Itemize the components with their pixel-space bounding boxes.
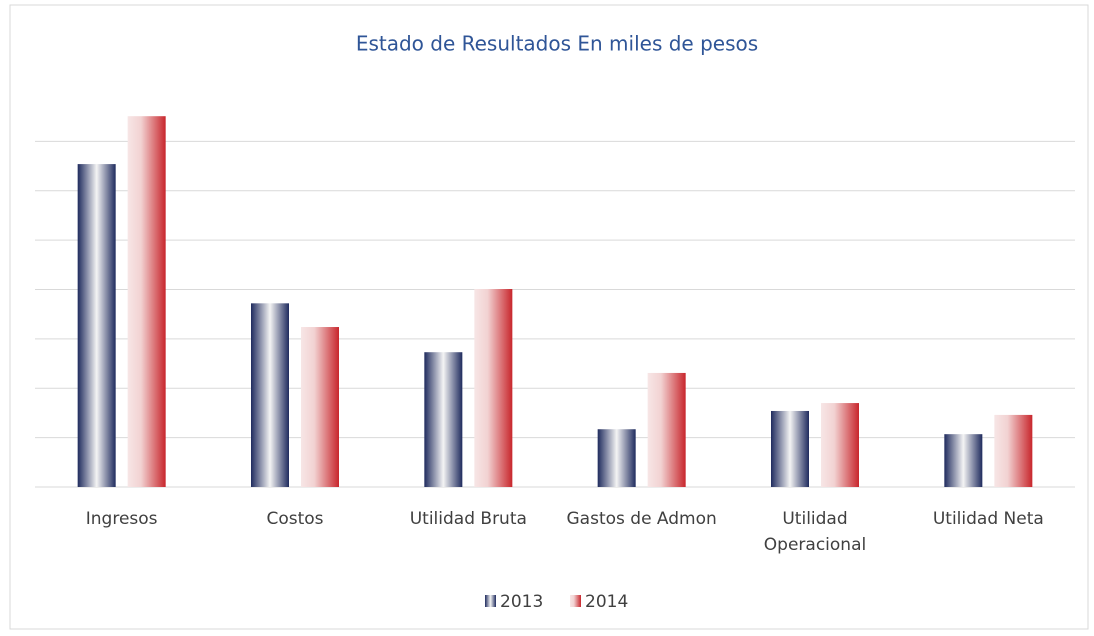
bar — [424, 352, 463, 487]
x-tick-label: Utilidad Bruta — [409, 509, 527, 529]
bar — [301, 327, 339, 487]
x-tick-label: Costos — [266, 509, 324, 529]
bar — [944, 434, 983, 487]
bar — [597, 429, 636, 487]
legend-swatch — [570, 595, 581, 607]
bar — [821, 403, 859, 487]
bar — [77, 164, 116, 487]
x-tick-label: Utilidad Neta — [932, 509, 1044, 529]
bar — [994, 414, 1033, 487]
chart-title: Estado de Resultados En miles de pesos — [356, 32, 758, 56]
bar — [127, 116, 166, 487]
legend-label: 2014 — [585, 592, 628, 612]
x-tick-label: Gastos de Admon — [566, 509, 717, 529]
bar — [647, 372, 686, 487]
x-tick-label: Utilidad Operacional — [763, 509, 867, 555]
legend-swatch — [485, 595, 496, 607]
bar — [771, 410, 809, 487]
bar — [474, 289, 513, 487]
legend-label: 2013 — [500, 592, 543, 612]
x-tick-label: Ingresos — [85, 509, 158, 529]
chart-frame — [9, 4, 1089, 630]
bar — [251, 303, 289, 487]
